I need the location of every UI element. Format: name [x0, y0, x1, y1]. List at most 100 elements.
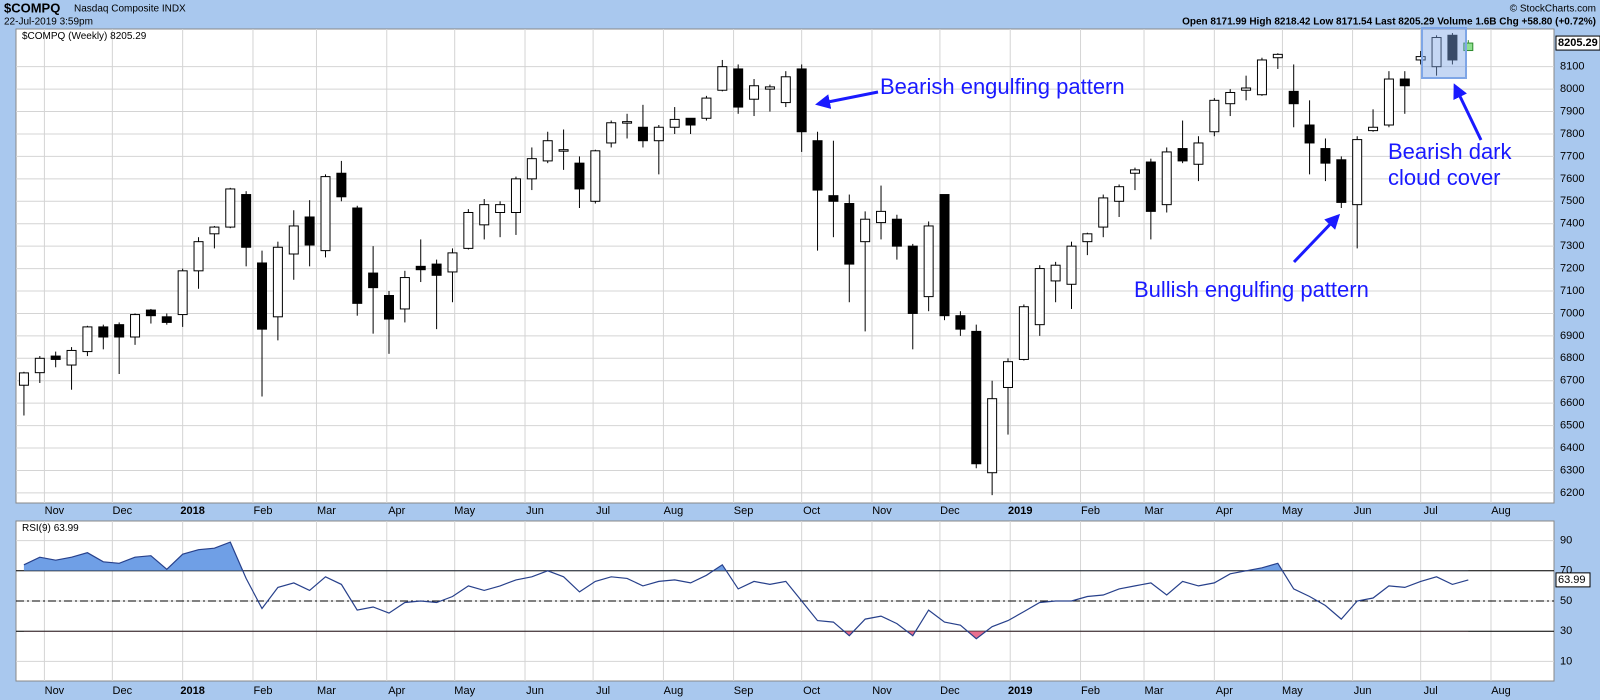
x-tick-label: Oct	[803, 685, 820, 697]
y-tick-label: 7400	[1560, 218, 1584, 230]
x-tick-label: Aug	[664, 685, 684, 697]
x-tick-label: Mar	[1145, 505, 1164, 517]
candle-body	[431, 263, 442, 276]
candle-body	[685, 117, 696, 126]
candle-body	[82, 326, 93, 353]
x-tick-label: 2019	[1008, 505, 1032, 517]
y-tick-label: 6200	[1560, 487, 1584, 499]
candle-body	[542, 140, 553, 162]
y-tick-label: 8100	[1560, 61, 1584, 73]
x-tick-label: Nov	[45, 505, 65, 517]
candle-body	[383, 294, 394, 320]
x-tick-label: Jul	[1424, 685, 1438, 697]
y-tick-label: 30	[1560, 625, 1572, 637]
x-tick-label: Apr	[388, 685, 405, 697]
candle-body	[526, 158, 537, 180]
y-tick-label: 90	[1560, 535, 1572, 547]
candle-body	[1177, 148, 1188, 162]
annotation: cloud cover	[1388, 165, 1501, 190]
header-date: 22-Jul-2019 3:59pm	[4, 17, 93, 28]
candle-body	[495, 204, 506, 213]
candle-body	[653, 126, 664, 142]
candle-body	[352, 207, 363, 304]
candle-body	[733, 68, 744, 108]
candle-body	[415, 265, 426, 271]
candle-body	[796, 68, 807, 133]
value-label-box	[1555, 572, 1591, 588]
legend-name: RSI(9)	[22, 523, 51, 534]
x-tick-label: 2019	[1008, 685, 1032, 697]
header-name: Nasdaq Composite INDX	[74, 4, 186, 15]
candle-body	[828, 195, 839, 202]
x-tick-label: Jul	[1424, 505, 1438, 517]
x-tick-label: Feb	[253, 505, 272, 517]
x-tick-label: Mar	[317, 505, 336, 517]
candle-body	[145, 309, 156, 317]
x-tick-label: Oct	[803, 505, 820, 517]
header-credit: © StockCharts.com	[1510, 4, 1596, 15]
candle-body	[780, 76, 791, 104]
candle-body	[907, 245, 918, 314]
candle-body	[161, 316, 172, 323]
price-label: 8205.29	[1558, 37, 1598, 49]
price-panel	[15, 28, 1555, 504]
highlight-box	[1421, 27, 1467, 79]
candle-body	[241, 194, 252, 248]
y-tick-label: 7000	[1560, 307, 1584, 319]
y-tick-label: 7700	[1560, 150, 1584, 162]
candle-body	[844, 203, 855, 265]
header-quote: Open 8171.99 High 8218.42 Low 8171.54 La…	[1182, 17, 1596, 28]
candle-body	[1288, 90, 1299, 105]
x-tick-label: Feb	[1081, 685, 1100, 697]
candle-body	[320, 176, 331, 252]
y-tick-label: 6600	[1560, 397, 1584, 409]
candle-body	[34, 357, 45, 374]
candle-body	[1003, 361, 1014, 388]
candle-body	[1383, 78, 1394, 126]
candle-body	[1241, 87, 1252, 91]
candle-body	[606, 122, 617, 144]
candle-body	[860, 218, 871, 243]
x-tick-label: Nov	[45, 685, 65, 697]
candle-body	[1304, 124, 1315, 144]
x-tick-label: Aug	[664, 505, 684, 517]
y-tick-label: 7200	[1560, 262, 1584, 274]
y-tick-label: 6700	[1560, 375, 1584, 387]
candle-body	[812, 140, 823, 191]
x-tick-label: Apr	[1216, 505, 1233, 517]
x-tick-label: May	[1282, 505, 1303, 517]
x-tick-label: Jul	[596, 505, 610, 517]
candle-body	[1066, 245, 1077, 285]
x-tick-label: Dec	[113, 685, 133, 697]
x-tick-label: Jun	[526, 685, 544, 697]
candle-body	[1050, 264, 1061, 282]
candle-body	[1256, 59, 1267, 96]
candle-body	[1336, 159, 1347, 203]
candle-body	[50, 355, 61, 360]
rsi-line	[23, 541, 1469, 640]
annotation: Bullish engulfing pattern	[1134, 277, 1369, 302]
x-tick-label: 2018	[180, 685, 204, 697]
candle-body	[574, 162, 585, 190]
candle-body	[18, 372, 29, 386]
candle-body	[1225, 91, 1236, 105]
y-tick-label: 50	[1560, 595, 1572, 607]
y-tick-label: 6400	[1560, 442, 1584, 454]
candle-body	[193, 241, 204, 272]
x-tick-label: Nov	[872, 505, 892, 517]
y-tick-label: 6800	[1560, 352, 1584, 364]
annotation: Bearish engulfing pattern	[880, 74, 1125, 99]
x-tick-label: Jul	[596, 685, 610, 697]
x-tick-label: Aug	[1491, 685, 1511, 697]
candle-body	[98, 326, 109, 338]
x-tick-label: Mar	[1145, 685, 1164, 697]
candle-body	[1431, 37, 1442, 68]
y-tick-label: 7100	[1560, 285, 1584, 297]
annotation-arrow	[815, 90, 879, 110]
candle-body	[955, 315, 966, 330]
legend-name: $COMPQ (Weekly)	[22, 31, 107, 42]
y-tick-label: 7600	[1560, 173, 1584, 185]
candle-body	[368, 272, 379, 289]
